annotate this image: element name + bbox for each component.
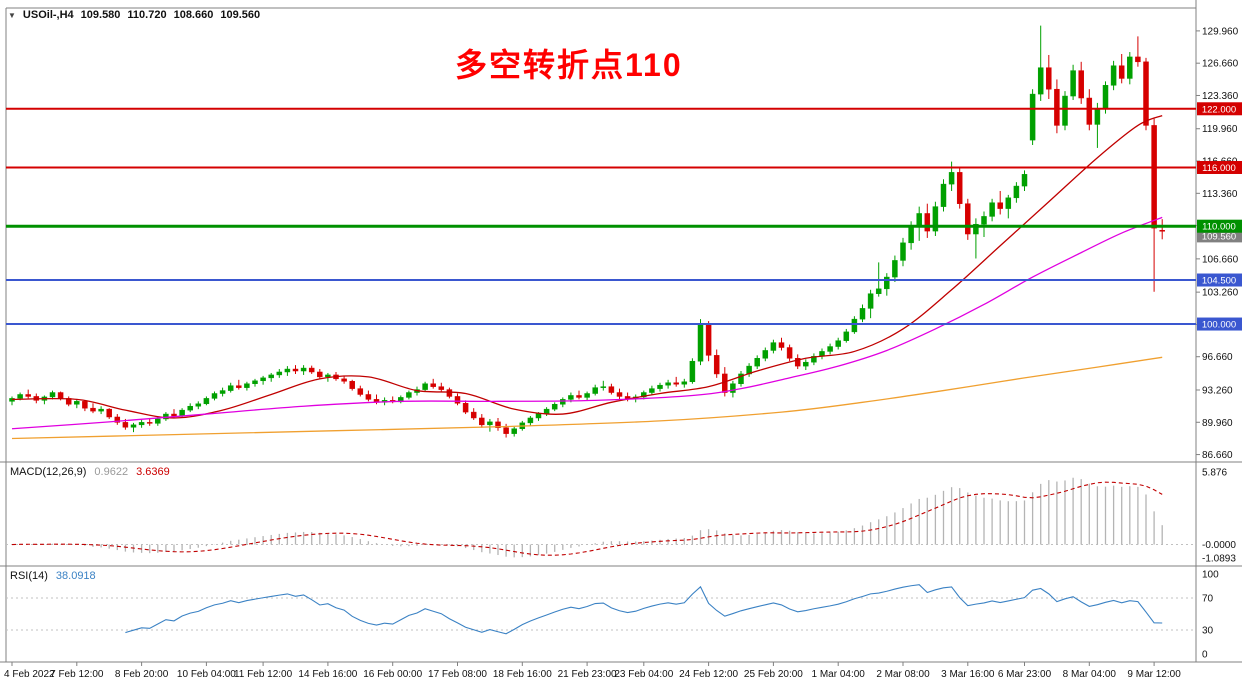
svg-text:0: 0 — [1202, 650, 1208, 661]
svg-text:18 Feb 16:00: 18 Feb 16:00 — [493, 669, 552, 680]
svg-text:104.500: 104.500 — [1202, 276, 1236, 287]
svg-text:6 Mar 23:00: 6 Mar 23:00 — [998, 669, 1052, 680]
macd-value-main: 0.9622 — [94, 466, 129, 478]
svg-text:21 Feb 23:00: 21 Feb 23:00 — [558, 669, 617, 680]
svg-text:119.960: 119.960 — [1202, 124, 1238, 135]
svg-text:109.560: 109.560 — [1202, 231, 1236, 242]
svg-text:113.360: 113.360 — [1202, 189, 1238, 200]
svg-text:106.660: 106.660 — [1202, 254, 1239, 265]
ma-line-slow — [11, 356, 1163, 440]
svg-text:126.660: 126.660 — [1202, 59, 1239, 70]
svg-text:129.960: 129.960 — [1202, 26, 1239, 37]
svg-text:116.000: 116.000 — [1202, 163, 1236, 174]
candles-layer[interactable] — [9, 25, 1165, 438]
svg-text:93.260: 93.260 — [1202, 385, 1233, 396]
ohlc-open: 109.580 — [80, 9, 121, 21]
ohlc-high: 110.720 — [127, 9, 167, 21]
svg-text:25 Feb 20:00: 25 Feb 20:00 — [744, 669, 803, 680]
svg-text:24 Feb 12:00: 24 Feb 12:00 — [679, 669, 738, 680]
ma-line-fast — [11, 115, 1163, 419]
ma-line-mid — [11, 216, 1163, 430]
macd-name: MACD(12,26,9) — [10, 466, 87, 478]
svg-text:103.260: 103.260 — [1202, 288, 1239, 299]
rsi-indicator-label: RSI(14) 38.0918 — [10, 570, 96, 582]
svg-text:123.360: 123.360 — [1202, 91, 1239, 102]
ohlc-low: 108.660 — [173, 9, 214, 21]
symbol-header: ▼ USOil-,H4 109.580 110.720 108.660 109.… — [8, 9, 260, 21]
rsi-name: RSI(14) — [10, 570, 48, 582]
svg-text:4 Feb 2022: 4 Feb 2022 — [4, 669, 55, 680]
svg-text:3 Mar 16:00: 3 Mar 16:00 — [941, 669, 995, 680]
svg-text:110.000: 110.000 — [1202, 222, 1236, 233]
svg-text:11 Feb 12:00: 11 Feb 12:00 — [234, 669, 293, 680]
svg-text:9 Mar 12:00: 9 Mar 12:00 — [1127, 669, 1181, 680]
price-badges: 109.560 122.000 116.000 110.000 104.500 100.0… — [1197, 102, 1242, 331]
svg-text:30: 30 — [1202, 626, 1214, 637]
macd-value-signal: 3.6369 — [136, 466, 170, 478]
macd-indicator-label: MACD(12,26,9) 0.9622 3.6369 — [10, 466, 170, 478]
macd-layer — [6, 477, 1196, 558]
svg-text:86.660: 86.660 — [1202, 450, 1233, 461]
symbol-label: USOil-,H4 — [22, 9, 74, 21]
rsi-layer — [6, 584, 1196, 635]
svg-text:122.000: 122.000 — [1202, 104, 1236, 115]
svg-text:-0.0000: -0.0000 — [1202, 540, 1236, 551]
svg-text:100: 100 — [1202, 570, 1219, 581]
svg-text:8 Mar 04:00: 8 Mar 04:00 — [1063, 669, 1117, 680]
svg-text:10 Feb 04:00: 10 Feb 04:00 — [177, 669, 236, 680]
svg-text:5.876: 5.876 — [1202, 468, 1227, 479]
svg-text:89.960: 89.960 — [1202, 418, 1233, 429]
collapse-arrow-icon[interactable]: ▼ — [8, 10, 16, 20]
svg-text:70: 70 — [1202, 594, 1214, 605]
svg-text:96.660: 96.660 — [1202, 352, 1233, 363]
chart-frame — [0, 0, 1242, 663]
svg-text:8 Feb 20:00: 8 Feb 20:00 — [115, 669, 169, 680]
svg-text:100.000: 100.000 — [1202, 320, 1236, 331]
chart-annotation-text: 多空转折点110 — [455, 47, 683, 83]
svg-text:7 Feb 12:00: 7 Feb 12:00 — [50, 669, 104, 680]
svg-text:17 Feb 08:00: 17 Feb 08:00 — [428, 669, 487, 680]
svg-text:14 Feb 16:00: 14 Feb 16:00 — [298, 669, 357, 680]
price-axis: 129.960126.660123.360119.960116.660113.3… — [1196, 26, 1239, 661]
svg-text:1 Mar 04:00: 1 Mar 04:00 — [812, 669, 866, 680]
svg-text:23 Feb 04:00: 23 Feb 04:00 — [614, 669, 673, 680]
svg-text:16 Feb 00:00: 16 Feb 00:00 — [363, 669, 422, 680]
svg-text:2 Mar 08:00: 2 Mar 08:00 — [876, 669, 930, 680]
ohlc-close: 109.560 — [220, 9, 261, 21]
rsi-value: 38.0918 — [55, 570, 96, 582]
svg-text:-1.0893: -1.0893 — [1202, 554, 1236, 565]
